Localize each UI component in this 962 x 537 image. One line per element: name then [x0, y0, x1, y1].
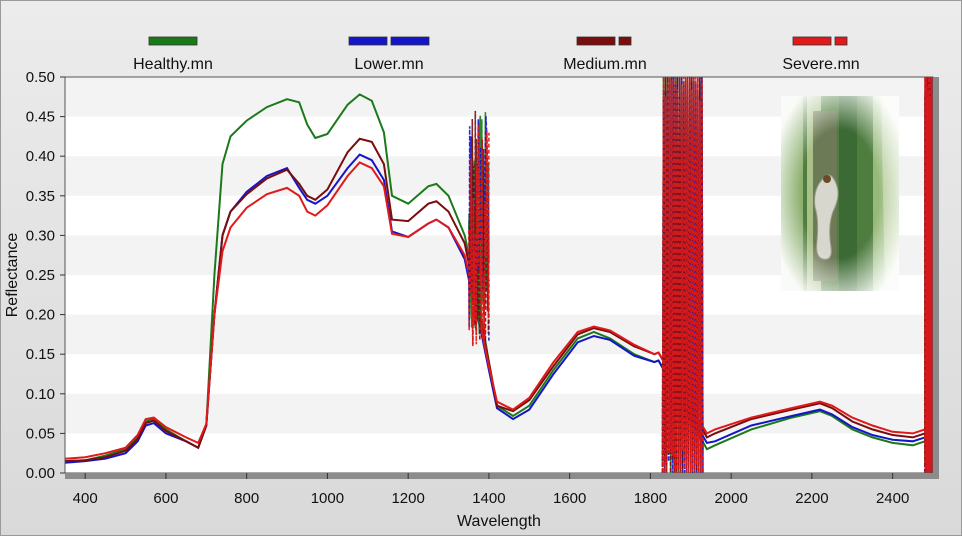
y-tick-label: 0.10 — [26, 386, 55, 403]
legend-swatch — [149, 37, 197, 45]
x-tick-label: 800 — [234, 490, 259, 507]
legend-item-severe: Severe.mn — [782, 37, 859, 73]
x-tick-label: 400 — [73, 490, 98, 507]
legend-swatch — [619, 37, 631, 45]
x-axis-title: Wavelength — [457, 513, 541, 530]
y-tick-label: 0.20 — [26, 307, 55, 324]
y-tick-label: 0.50 — [26, 69, 55, 86]
legend-item-healthy: Healthy.mn — [133, 37, 213, 73]
legend: Healthy.mn Lower.mn Medium.mn Severe.mn — [133, 37, 860, 73]
legend-label: Healthy.mn — [133, 56, 213, 73]
legend-label: Medium.mn — [563, 56, 647, 73]
y-tick-label: 0.05 — [26, 425, 55, 442]
legend-swatch — [793, 37, 831, 45]
y-tick-label: 0.00 — [26, 465, 55, 482]
x-tick-label: 600 — [153, 490, 178, 507]
y-tick-label: 0.30 — [26, 227, 55, 244]
legend-label: Lower.mn — [354, 56, 423, 73]
x-tick-label: 2200 — [795, 490, 828, 507]
y-tick-label: 0.35 — [26, 188, 55, 205]
legend-swatch — [835, 37, 847, 45]
x-tick-label: 1200 — [391, 490, 424, 507]
x-tick-label: 1400 — [472, 490, 505, 507]
y-tick-label: 0.25 — [26, 267, 55, 284]
legend-swatch — [577, 37, 615, 45]
noise-trace — [925, 77, 933, 473]
y-tick-label: 0.40 — [26, 148, 55, 165]
plot-shadow-right — [933, 77, 939, 473]
plot-shadow-bottom — [65, 473, 939, 479]
legend-swatch — [391, 37, 429, 45]
x-tick-label: 2400 — [876, 490, 909, 507]
y-tick-label: 0.15 — [26, 346, 55, 363]
legend-item-medium: Medium.mn — [563, 37, 647, 73]
legend-label: Severe.mn — [782, 56, 859, 73]
y-tick-label: 0.45 — [26, 109, 55, 126]
legend-item-lower: Lower.mn — [349, 37, 429, 73]
x-tick-label: 1800 — [634, 490, 667, 507]
larva-photo-inset — [781, 96, 899, 291]
x-tick-label: 2000 — [714, 490, 747, 507]
y-axis-title: Reflectance — [4, 233, 21, 318]
x-tick-label: 1000 — [311, 490, 344, 507]
x-tick-label: 1600 — [553, 490, 586, 507]
legend-swatch — [349, 37, 387, 45]
grid-band — [65, 315, 933, 355]
